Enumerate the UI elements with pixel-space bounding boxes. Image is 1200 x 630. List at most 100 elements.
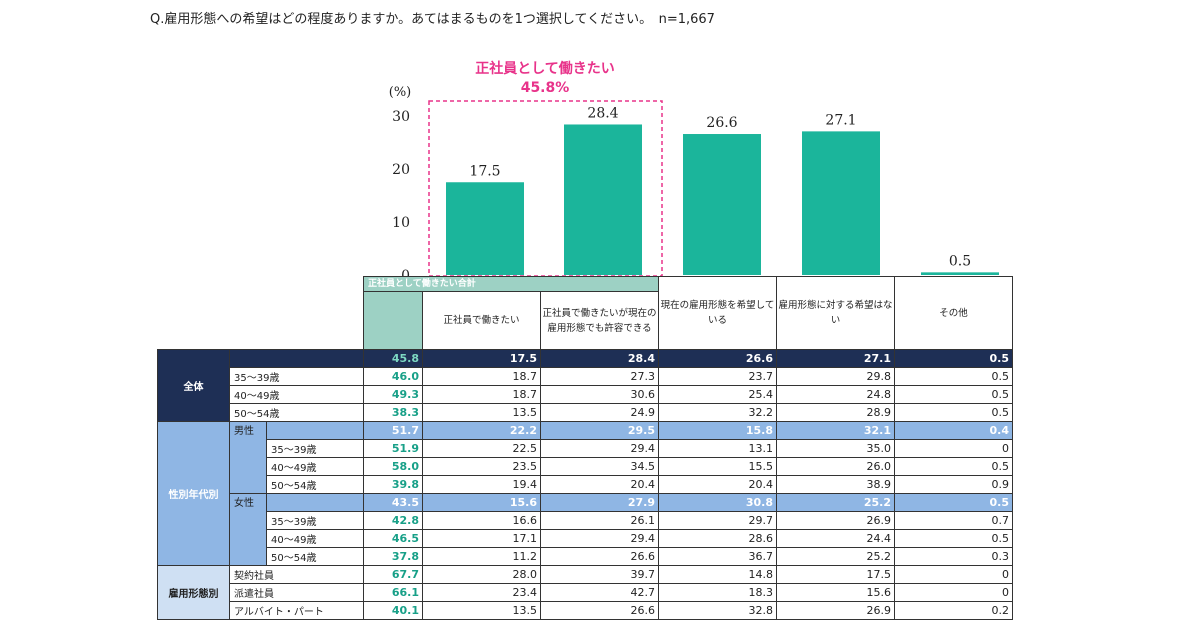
callout-box — [428, 100, 663, 277]
cell: 16.6 — [422, 511, 541, 530]
cell: 42.8 — [363, 511, 423, 530]
cell: 17.5 — [776, 565, 895, 584]
row-label: 40～49歳 — [229, 385, 364, 404]
row-label: 35～39歳 — [266, 511, 364, 530]
cell: 0.5 — [894, 457, 1013, 476]
col-header-no-preference: 雇用形態に対する希望はない — [776, 276, 895, 350]
cell: 27.1 — [776, 349, 895, 368]
cell: 14.8 — [658, 565, 777, 584]
col-header-fulltime: 正社員で働きたい — [422, 291, 541, 350]
cell: 24.4 — [776, 529, 895, 548]
bar — [802, 131, 880, 275]
cell: 26.9 — [776, 511, 895, 530]
cell: 49.3 — [363, 385, 423, 404]
table-row: アルバイト・パート 40.1 13.5 26.6 32.8 26.9 0.2 — [158, 601, 1013, 620]
col-header-fulltime-or-current: 正社員で働きたいが現在の雇用形態でも許容できる — [540, 291, 659, 350]
row-label: 50～54歳 — [266, 475, 364, 494]
cell: 46.0 — [363, 367, 423, 386]
cell: 29.8 — [776, 367, 895, 386]
table-row: 35～39歳 42.8 16.6 26.1 29.7 26.9 0.7 — [158, 511, 1013, 530]
cell: 26.1 — [540, 511, 659, 530]
row-label: 40～49歳 — [266, 457, 364, 476]
cell: 29.7 — [658, 511, 777, 530]
cell: 32.8 — [658, 601, 777, 620]
cell: 13.5 — [422, 403, 541, 422]
cell: 0 — [894, 565, 1013, 584]
cell: 51.9 — [363, 439, 423, 458]
cell: 0 — [894, 439, 1013, 458]
bar — [564, 124, 642, 275]
cell: 43.5 — [363, 493, 423, 512]
cell: 28.0 — [422, 565, 541, 584]
data-table: 正社員として働きたい合計 現在の雇用形態を希望している 雇用形態に対する希望はな… — [157, 276, 1013, 620]
cell: 25.2 — [776, 493, 895, 512]
y-axis: (%)0102030 — [389, 85, 412, 284]
cell: 39.7 — [540, 565, 659, 584]
cell: 0 — [894, 583, 1013, 602]
cell: 18.3 — [658, 583, 777, 602]
table-row: 性別年代別 男性 51.7 22.2 29.5 15.8 32.1 0.4 — [157, 421, 1013, 566]
cell: 28.6 — [658, 529, 777, 548]
cell: 0.7 — [894, 511, 1013, 530]
question-text: Q.雇用形態への希望はどの程度ありますか。あてはまるものを1つ選択してください。… — [150, 12, 715, 27]
cell: 36.7 — [658, 547, 777, 566]
table-row: 35～39歳 46.0 18.7 27.3 23.7 29.8 0.5 — [158, 367, 1013, 386]
cell: 66.1 — [363, 583, 423, 602]
table-row: 女性 43.5 15.6 27.9 30.8 25.2 0.5 — [158, 493, 1013, 566]
bar-value-label: 28.4 — [587, 105, 618, 121]
row-label: 契約社員 — [229, 565, 364, 584]
y-tick-label: 10 — [392, 215, 410, 231]
cell: 22.5 — [422, 439, 541, 458]
table-row: 40～49歳 46.5 17.1 29.4 28.6 24.4 0.5 — [158, 529, 1013, 548]
cell: 0.5 — [894, 349, 1013, 368]
cell: 20.4 — [540, 475, 659, 494]
table-row: 35～39歳 51.9 22.5 29.4 13.1 35.0 0 — [158, 439, 1013, 458]
cell: 18.7 — [422, 367, 541, 386]
cell: 0.5 — [894, 367, 1013, 386]
cell: 32.2 — [658, 403, 777, 422]
cell: 28.4 — [540, 349, 659, 368]
callout-value: 45.8% — [521, 80, 570, 96]
cell: 22.2 — [422, 421, 541, 440]
cell: 38.9 — [776, 475, 895, 494]
y-tick-label: 20 — [392, 162, 410, 178]
col-header-current: 現在の雇用形態を希望している — [658, 276, 777, 350]
cell: 23.5 — [422, 457, 541, 476]
cell: 0.5 — [894, 493, 1013, 512]
bar-chart: (%)0102030 17.528.426.627.10.5 正社員として働きた… — [389, 60, 999, 284]
table-row: 40～49歳 49.3 18.7 30.6 25.4 24.8 0.5 — [158, 385, 1013, 404]
table-row: 50～54歳 38.3 13.5 24.9 32.2 28.9 0.5 — [158, 403, 1013, 422]
cell: 45.8 — [363, 349, 423, 368]
cell: 34.5 — [540, 457, 659, 476]
table-row: 50～54歳 37.8 11.2 26.6 36.7 25.2 0.3 — [158, 547, 1013, 566]
table-row: 50～54歳 39.8 19.4 20.4 20.4 38.9 0.9 — [158, 475, 1013, 494]
y-axis-unit-label: (%) — [389, 85, 412, 100]
cell: 0.5 — [894, 385, 1013, 404]
bar — [921, 272, 999, 275]
table-row: 派遣社員 66.1 23.4 42.7 18.3 15.6 0 — [158, 583, 1013, 602]
cell: 17.1 — [422, 529, 541, 548]
bar — [446, 182, 524, 275]
cell: 20.4 — [658, 475, 777, 494]
cell: 35.0 — [776, 439, 895, 458]
bar-value-label: 17.5 — [469, 163, 500, 179]
cell: 0.3 — [894, 547, 1013, 566]
cell: 26.6 — [540, 547, 659, 566]
table-row: 雇用形態別 契約社員 67.7 28.0 39.7 14.8 17.5 0 — [157, 565, 1013, 620]
group-header: 正社員として働きたい合計 — [363, 276, 659, 292]
cell: 0.4 — [894, 421, 1013, 440]
bar-value-label: 26.6 — [706, 115, 737, 131]
table-row: 40～49歳 58.0 23.5 34.5 15.5 26.0 0.5 — [158, 457, 1013, 476]
cell: 28.9 — [776, 403, 895, 422]
cell: 23.7 — [658, 367, 777, 386]
cell: 0.2 — [894, 601, 1013, 620]
cell: 27.3 — [540, 367, 659, 386]
cell: 29.5 — [540, 421, 659, 440]
cell: 38.3 — [363, 403, 423, 422]
cell: 19.4 — [422, 475, 541, 494]
cell: 25.2 — [776, 547, 895, 566]
sub-label-male: 男性 — [229, 421, 267, 494]
cell: 51.7 — [363, 421, 423, 440]
cell: 29.4 — [540, 439, 659, 458]
row-label: 50～54歳 — [266, 547, 364, 566]
